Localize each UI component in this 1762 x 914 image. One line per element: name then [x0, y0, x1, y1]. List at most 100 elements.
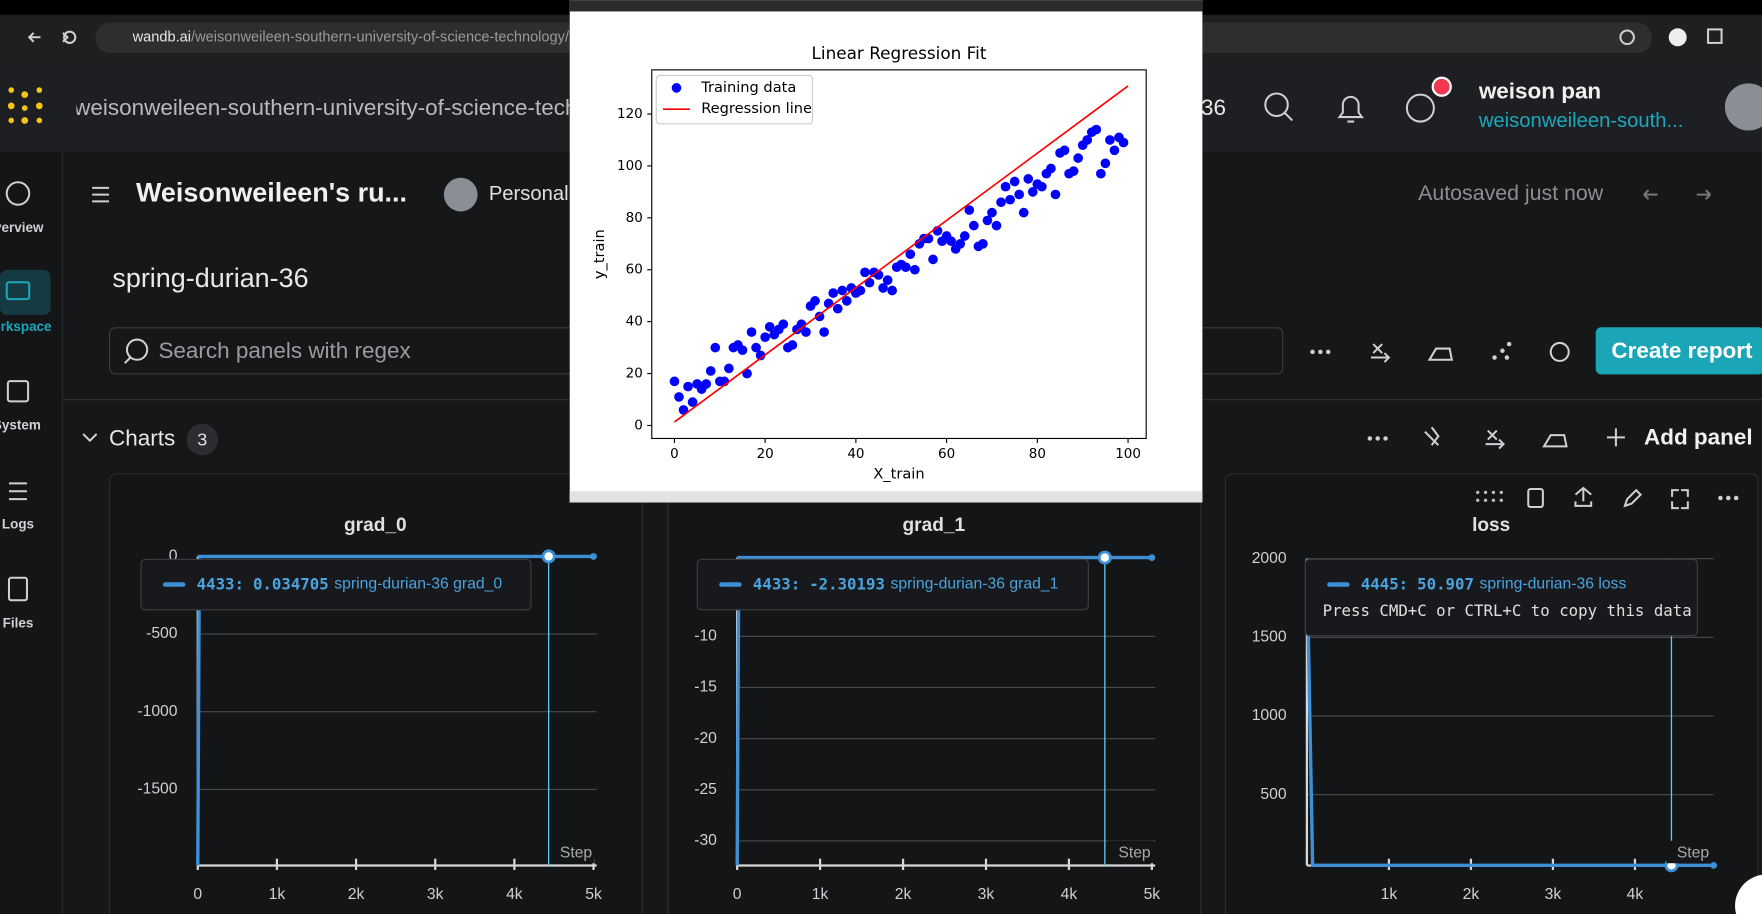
- tooltip-step: 4445:: [1361, 574, 1408, 593]
- tooltip-text: 4445: 50.907 spring-durian-36 loss: [1361, 574, 1627, 593]
- x-tick-label: 80: [1029, 446, 1046, 462]
- add-panel-label[interactable]: Add panel: [1644, 424, 1753, 449]
- logs-icon[interactable]: [8, 482, 27, 501]
- section-count-badge: [186, 423, 219, 456]
- create-report-label[interactable]: Create report: [1611, 338, 1753, 363]
- sidebar-label[interactable]: Workspace: [0, 319, 52, 334]
- x-tick-label: 20: [757, 446, 774, 462]
- data-point: [705, 366, 716, 376]
- owner-avatar: [443, 177, 478, 212]
- files-icon[interactable]: [7, 576, 28, 602]
- bookmark-button[interactable]: [1619, 29, 1635, 46]
- copy-panel-button[interactable]: [1527, 488, 1544, 509]
- add-panel-icon[interactable]: [1606, 428, 1625, 447]
- workspace-highlight: [0, 269, 51, 315]
- fullscreen-button[interactable]: [1671, 489, 1689, 510]
- data-point: [1018, 207, 1029, 218]
- x-tick-label: 2k: [1463, 886, 1480, 903]
- settings-button[interactable]: [1549, 341, 1570, 362]
- x-axis-label: X_train: [873, 465, 924, 482]
- data-point: [1027, 187, 1038, 197]
- help-icon[interactable]: [1405, 93, 1435, 123]
- section-title[interactable]: Charts: [109, 426, 175, 451]
- workspace-title[interactable]: Weisonweileen's ru...: [136, 178, 407, 208]
- data-point: [1014, 189, 1025, 200]
- data-point: [683, 381, 693, 392]
- share-panel-button[interactable]: [1574, 486, 1593, 507]
- extensions-button[interactable]: [1707, 28, 1723, 44]
- section-more-button[interactable]: [1367, 436, 1388, 441]
- pin-button[interactable]: [1424, 426, 1440, 446]
- series-end-point: [590, 553, 597, 560]
- data-point: [832, 303, 843, 314]
- search-icon[interactable]: [1264, 92, 1293, 122]
- x-axis-label: Step: [1118, 844, 1151, 861]
- window-titlebar[interactable]: [569, 0, 1203, 12]
- notification-dot: [1431, 76, 1452, 97]
- x-axis-button[interactable]: [1370, 343, 1391, 363]
- data-point: [1082, 135, 1093, 145]
- step-label-bg: [1666, 840, 1712, 864]
- extension-icon[interactable]: [1668, 28, 1687, 47]
- smoothing-button[interactable]: [1427, 347, 1454, 361]
- legend-swatch: [671, 83, 682, 93]
- data-point: [810, 296, 820, 306]
- y-tick-label: 2000: [1252, 550, 1287, 567]
- data-point: [900, 262, 911, 272]
- data-point: [787, 340, 798, 350]
- chat-launcher[interactable]: [1735, 874, 1762, 914]
- undo-button[interactable]: [1643, 189, 1658, 200]
- create-report-button[interactable]: [1595, 327, 1762, 375]
- data-point: [841, 296, 852, 306]
- more-button[interactable]: [1310, 349, 1331, 355]
- data-point: [910, 264, 920, 275]
- user-name[interactable]: weison pan: [1478, 78, 1601, 103]
- reload-button[interactable]: [63, 30, 77, 44]
- y-tick-label: 20: [626, 366, 643, 382]
- panel-more-button[interactable]: [1718, 495, 1739, 501]
- visibility[interactable]: Personal: [489, 183, 569, 205]
- drag-handle[interactable]: [1476, 490, 1503, 502]
- legend-label: Training data: [700, 79, 796, 96]
- notifications-icon[interactable]: [1337, 95, 1364, 123]
- outliers-button[interactable]: [1492, 341, 1512, 360]
- step-label-bg: [1107, 840, 1153, 864]
- data-point: [669, 376, 680, 387]
- y-tick-label: 80: [626, 210, 643, 226]
- user-org[interactable]: weisonweileen-south...: [1478, 110, 1684, 132]
- search-box-icon: [124, 338, 149, 364]
- data-point: [855, 285, 866, 296]
- panel-charts: grad_0 -1500 -1000 -500 0 0 1k 2k 3k 4k 5k Step 4433…: [137, 515, 1718, 903]
- data-point: [1009, 176, 1020, 187]
- redo-button[interactable]: [1696, 189, 1712, 200]
- menu-button[interactable]: [92, 186, 110, 203]
- data-point: [996, 197, 1006, 208]
- section-smoothing-button[interactable]: [1542, 434, 1568, 448]
- y-tick-label: -15: [694, 679, 717, 696]
- workspace-icon[interactable]: [5, 281, 31, 301]
- tooltip-series: spring-durian-36 grad_1: [891, 576, 1059, 593]
- edit-panel-button[interactable]: [1623, 488, 1643, 508]
- data-point: [801, 327, 811, 337]
- data-point: [964, 205, 975, 215]
- sidebar-label[interactable]: Logs: [2, 517, 34, 532]
- section-x-axis-button[interactable]: [1485, 429, 1505, 450]
- logo[interactable]: [7, 87, 43, 124]
- sidebar-label[interactable]: System: [0, 418, 41, 433]
- url-host: wandb.ai: [132, 29, 191, 45]
- sidebar-label[interactable]: Overview: [0, 220, 44, 235]
- tooltip-step: 4433:: [197, 574, 244, 593]
- y-tick-label: 120: [617, 106, 643, 122]
- org-breadcrumb[interactable]: weisonweileen-southern-university-of-sci…: [73, 95, 644, 120]
- x-tick-label: 5k: [585, 886, 602, 903]
- series-end-point: [1710, 861, 1718, 869]
- back-button[interactable]: [27, 32, 41, 43]
- sidebar-label[interactable]: Files: [3, 615, 34, 630]
- user-avatar[interactable]: [1724, 83, 1762, 131]
- data-point: [991, 220, 1002, 231]
- overview-icon[interactable]: [5, 181, 31, 206]
- system-icon[interactable]: [6, 380, 30, 403]
- tooltip: [696, 558, 1089, 611]
- data-point: [1059, 145, 1070, 156]
- collapse-button[interactable]: [82, 433, 98, 443]
